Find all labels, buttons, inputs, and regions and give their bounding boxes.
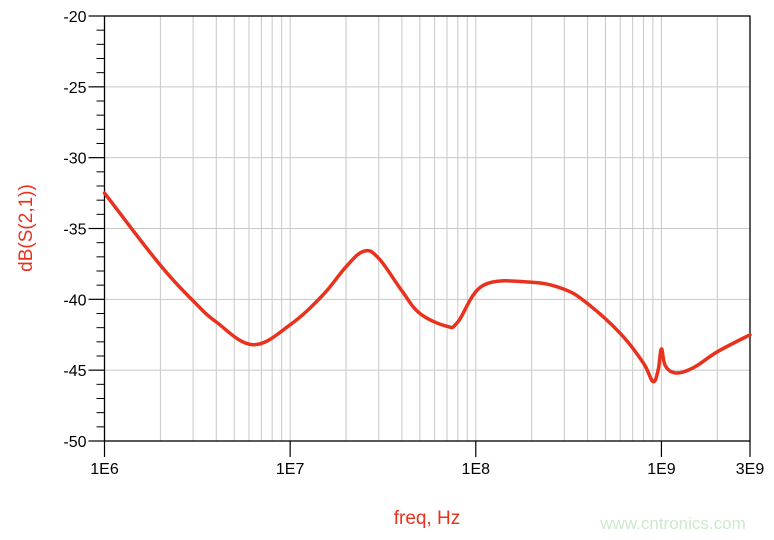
series-line	[102, 191, 752, 384]
y-tick-label: -50	[63, 434, 86, 451]
watermark: www.cntronics.com	[599, 514, 745, 533]
grid	[104, 16, 750, 441]
y-tick-label: -35	[63, 222, 86, 239]
x-tick-label: 3E9	[736, 461, 765, 478]
y-tick-label: -40	[63, 292, 86, 309]
x-axis-label: freq, Hz	[394, 508, 461, 529]
y-axis-label: dB(S(2,1))	[16, 184, 37, 272]
y-tick-label: -45	[63, 363, 86, 380]
x-axis: 1E6 1E7 1E8 1E9 3E9	[90, 441, 764, 478]
x-tick-label: 1E6	[90, 461, 119, 478]
x-tick-label: 1E9	[647, 461, 676, 478]
x-tick-label: 1E7	[276, 461, 305, 478]
x-tick-label: 1E8	[462, 461, 491, 478]
y-tick-label: -25	[63, 80, 86, 97]
plot-frame	[103, 15, 751, 442]
y-tick-label: -20	[63, 9, 86, 26]
y-tick-label: -30	[63, 151, 86, 168]
y-axis: -20 -25 -30 -35 -40 -45 -50	[63, 9, 105, 451]
